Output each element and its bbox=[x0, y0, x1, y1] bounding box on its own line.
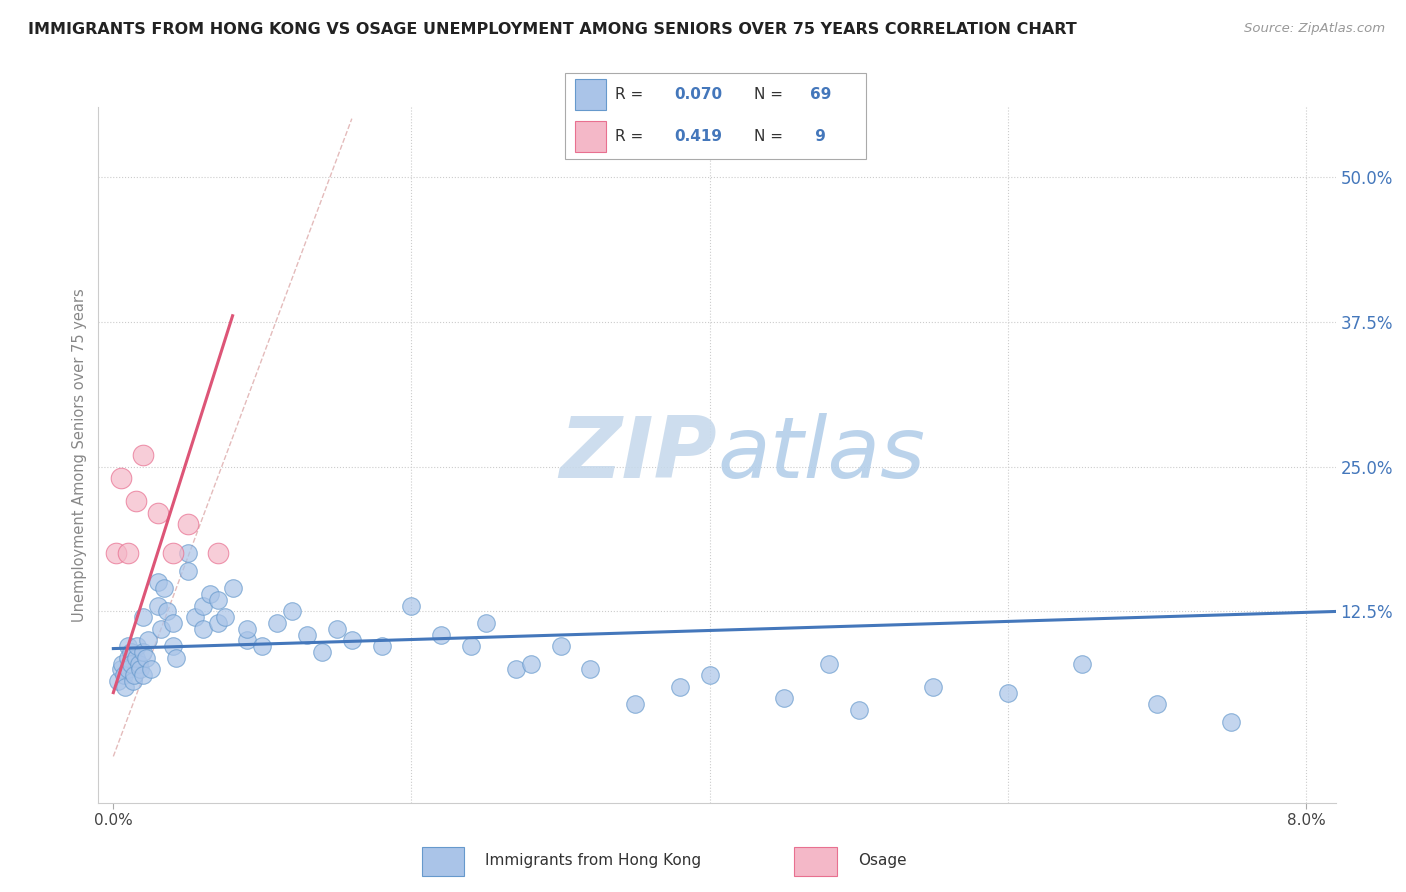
Point bbox=[117, 639, 139, 653]
Text: 69: 69 bbox=[810, 87, 831, 102]
Point bbox=[177, 546, 200, 561]
Point bbox=[117, 546, 139, 561]
Point bbox=[295, 628, 318, 642]
Point bbox=[340, 633, 363, 648]
Text: 9: 9 bbox=[810, 129, 825, 144]
Text: Osage: Osage bbox=[858, 854, 907, 868]
Point bbox=[110, 471, 132, 485]
Point bbox=[105, 546, 128, 561]
Point bbox=[326, 622, 349, 636]
Point bbox=[121, 674, 143, 689]
Point bbox=[165, 651, 187, 665]
Point bbox=[460, 639, 482, 653]
Point bbox=[221, 582, 243, 596]
Point bbox=[146, 575, 169, 590]
Point bbox=[139, 662, 162, 677]
FancyBboxPatch shape bbox=[575, 79, 606, 110]
Point bbox=[162, 639, 184, 653]
Point bbox=[117, 651, 139, 665]
Point bbox=[191, 622, 214, 636]
Point bbox=[122, 668, 145, 682]
Point bbox=[266, 615, 288, 630]
Text: IMMIGRANTS FROM HONG KONG VS OSAGE UNEMPLOYMENT AMONG SENIORS OVER 75 YEARS CORR: IMMIGRANTS FROM HONG KONG VS OSAGE UNEMP… bbox=[28, 22, 1077, 37]
Text: ZIP: ZIP bbox=[560, 413, 717, 497]
Point bbox=[236, 622, 259, 636]
Point bbox=[150, 622, 173, 636]
Point bbox=[129, 662, 152, 677]
Point bbox=[668, 680, 690, 694]
FancyBboxPatch shape bbox=[422, 847, 464, 876]
Point bbox=[207, 546, 229, 561]
Point bbox=[107, 674, 129, 689]
Point bbox=[1071, 657, 1094, 671]
Text: 0.419: 0.419 bbox=[673, 129, 721, 144]
Text: R =: R = bbox=[614, 87, 648, 102]
Point bbox=[401, 599, 423, 613]
Point bbox=[475, 615, 498, 630]
Text: Immigrants from Hong Kong: Immigrants from Hong Kong bbox=[485, 854, 702, 868]
Point bbox=[132, 668, 155, 682]
Point bbox=[112, 668, 135, 682]
Point bbox=[184, 610, 207, 624]
FancyBboxPatch shape bbox=[565, 73, 866, 159]
Point bbox=[236, 633, 259, 648]
FancyBboxPatch shape bbox=[575, 121, 606, 152]
Point bbox=[922, 680, 945, 694]
Point bbox=[311, 645, 333, 659]
Point bbox=[110, 662, 132, 677]
Point bbox=[200, 587, 222, 601]
Point bbox=[1220, 714, 1243, 729]
Point bbox=[162, 546, 184, 561]
Point bbox=[207, 592, 229, 607]
Point bbox=[214, 610, 236, 624]
Point bbox=[505, 662, 527, 677]
Point bbox=[252, 639, 274, 653]
Text: 0.070: 0.070 bbox=[673, 87, 721, 102]
Point bbox=[111, 657, 134, 671]
Point bbox=[162, 615, 184, 630]
Text: N =: N = bbox=[754, 87, 787, 102]
Point bbox=[114, 680, 136, 694]
FancyBboxPatch shape bbox=[794, 847, 837, 876]
Point bbox=[132, 448, 155, 462]
Point bbox=[146, 506, 169, 520]
Point bbox=[127, 639, 149, 653]
Point bbox=[848, 703, 870, 717]
Point bbox=[156, 605, 179, 619]
Point bbox=[699, 668, 721, 682]
Point bbox=[773, 691, 796, 706]
Point bbox=[997, 685, 1019, 699]
Point bbox=[125, 494, 148, 508]
Point bbox=[177, 564, 200, 578]
Point bbox=[624, 698, 647, 712]
Point bbox=[370, 639, 392, 653]
Text: Source: ZipAtlas.com: Source: ZipAtlas.com bbox=[1244, 22, 1385, 36]
Text: N =: N = bbox=[754, 129, 787, 144]
Point bbox=[136, 633, 159, 648]
Point bbox=[132, 610, 155, 624]
Text: atlas: atlas bbox=[717, 413, 925, 497]
Point bbox=[281, 605, 304, 619]
Point bbox=[550, 639, 572, 653]
Y-axis label: Unemployment Among Seniors over 75 years: Unemployment Among Seniors over 75 years bbox=[72, 288, 87, 622]
Point bbox=[146, 599, 169, 613]
Point bbox=[430, 628, 453, 642]
Point bbox=[135, 651, 157, 665]
Point bbox=[125, 651, 148, 665]
Point bbox=[132, 645, 155, 659]
Point bbox=[818, 657, 841, 671]
Point bbox=[579, 662, 602, 677]
Text: R =: R = bbox=[614, 129, 648, 144]
Point bbox=[120, 645, 142, 659]
Point bbox=[1146, 698, 1168, 712]
Point bbox=[120, 657, 142, 671]
Point bbox=[153, 582, 176, 596]
Point bbox=[191, 599, 214, 613]
Point bbox=[519, 657, 541, 671]
Point bbox=[128, 657, 150, 671]
Point bbox=[207, 615, 229, 630]
Point bbox=[177, 517, 200, 532]
Point bbox=[117, 662, 139, 677]
